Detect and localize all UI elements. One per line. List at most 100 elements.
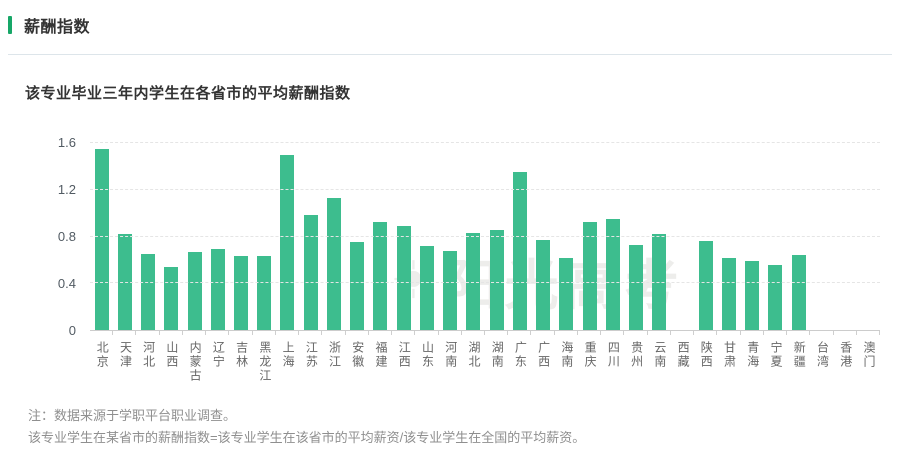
x-axis-label-cell: 福建 [369, 341, 392, 383]
bar-上海 [280, 154, 295, 330]
bar-slot [508, 143, 531, 330]
x-axis-tick [694, 331, 718, 335]
x-axis-tick [113, 331, 137, 335]
x-axis-label-cell: 河北 [136, 341, 159, 383]
x-axis-label: 北京 [95, 341, 110, 369]
x-axis-tick [834, 331, 857, 335]
plot-area: ☀ 阳光高考 [90, 142, 880, 331]
x-axis-tick [369, 331, 393, 335]
bar-slot [439, 143, 462, 330]
bar-slot [485, 143, 508, 330]
bar-slot [253, 143, 276, 330]
salary-index-bar-chart: 0 0.4 1.2 0.8 1.6 ☀ 阳光高考 北京天津河北山西内蒙古辽宁吉林黑龙江上… [58, 135, 880, 383]
x-axis-label-cell: 澳门 [857, 341, 880, 383]
x-axis-tick [346, 331, 369, 335]
x-axis-label-cell: 山西 [160, 341, 183, 383]
x-axis-label: 广西 [536, 341, 551, 369]
bar-河南 [443, 250, 458, 330]
x-axis-tick [90, 331, 114, 335]
bar-slot [601, 143, 624, 330]
x-axis-label-cell: 广西 [531, 341, 554, 383]
x-axis-label-cell: 湖南 [485, 341, 508, 383]
x-axis-label: 云南 [652, 341, 667, 369]
x-axis-label: 河北 [141, 341, 156, 369]
x-axis-label: 辽宁 [211, 341, 226, 369]
x-axis-label-cell: 甘肃 [717, 341, 740, 383]
x-axis-labels: 北京 天津 河北 山西 内蒙古 辽宁 吉林 黑龙江 上海 江苏 浙江 安徽 福建 江西 山东 河南 湖北 湖南 广东… [90, 341, 880, 383]
x-axis-tick [555, 331, 578, 335]
bar-slot [531, 143, 554, 330]
x-axis-label: 海南 [559, 341, 574, 369]
x-axis-tick [531, 331, 555, 335]
x-axis-tick [322, 331, 346, 335]
bar-山西 [164, 266, 179, 330]
x-axis-label: 吉林 [234, 341, 249, 369]
chart-title: 该专业毕业三年内学生在各省市的平均薪酬指数 [25, 85, 351, 102]
x-axis-label-cell: 云南 [648, 341, 671, 383]
x-axis-label: 江苏 [304, 341, 319, 369]
bar-slot [392, 143, 415, 330]
bar-陕西 [698, 241, 713, 330]
bar-湖南 [489, 229, 504, 330]
x-axis-label: 香港 [838, 341, 853, 369]
x-axis-tick [392, 331, 416, 335]
x-axis-label-cell: 重庆 [578, 341, 601, 383]
x-axis-tick [787, 331, 811, 335]
x-axis-tick [601, 331, 625, 335]
x-axis-tick [508, 331, 532, 335]
bar-slot [462, 143, 485, 330]
x-axis-tick [136, 331, 160, 335]
x-axis-label-cell: 山东 [415, 341, 438, 383]
x-axis-label: 重庆 [583, 341, 598, 369]
x-axis-label-cell: 新疆 [787, 341, 810, 383]
x-axis-label-cell: 安徽 [346, 341, 369, 383]
x-axis-tick [578, 331, 602, 335]
bar-slot [136, 143, 159, 330]
bar-江西 [396, 225, 411, 330]
x-axis-label: 湖北 [466, 341, 481, 369]
section-title: 薪酬指数 [24, 19, 91, 36]
x-axis-tick [253, 331, 276, 335]
bar-宁夏 [768, 264, 783, 330]
x-axis-label-cell: 四川 [601, 341, 624, 383]
x-axis-tick [741, 331, 764, 335]
y-axis-tick-label: 1.2 [57, 182, 76, 197]
x-axis-tick [276, 331, 300, 335]
bar-slot [415, 143, 438, 330]
bar-slot [160, 143, 183, 330]
x-axis-label: 四川 [606, 341, 621, 369]
x-axis-label-cell: 青海 [741, 341, 764, 383]
bar-贵州 [629, 244, 643, 330]
x-axis-label-cell: 海南 [555, 341, 578, 383]
x-axis-label-cell: 西藏 [671, 341, 694, 383]
section-header: 薪酬指数 [0, 0, 900, 37]
bar-云南 [652, 234, 667, 330]
bar-slot [741, 143, 764, 330]
x-axis-label: 湖南 [490, 341, 505, 369]
bar-北京 [94, 148, 109, 330]
x-axis-label: 澳门 [861, 341, 876, 369]
x-axis-tick [810, 331, 834, 335]
bar-slot [555, 143, 578, 330]
x-axis-label: 陕西 [699, 341, 714, 369]
bar-安徽 [350, 242, 365, 330]
x-axis-label: 江西 [397, 341, 412, 369]
x-axis-label-cell: 广东 [508, 341, 531, 383]
x-axis-tick [183, 331, 207, 335]
bar-浙江 [326, 197, 341, 330]
x-axis-label-cell: 黑龙江 [253, 341, 276, 383]
gridline [90, 142, 880, 143]
bar-slot [694, 143, 717, 330]
x-axis-tick [764, 331, 788, 335]
bar-slot [857, 143, 880, 330]
bar-slot [578, 143, 601, 330]
bar-黑龙江 [257, 256, 272, 330]
x-axis-label: 宁夏 [769, 341, 783, 369]
x-axis-label-cell: 香港 [834, 341, 857, 383]
x-axis-label-cell: 陕西 [694, 341, 717, 383]
bar-青海 [745, 261, 760, 330]
bar-slot [346, 143, 369, 330]
x-axis-label-cell: 河南 [439, 341, 462, 383]
x-axis-label: 广东 [513, 341, 528, 369]
gridline [90, 235, 880, 237]
